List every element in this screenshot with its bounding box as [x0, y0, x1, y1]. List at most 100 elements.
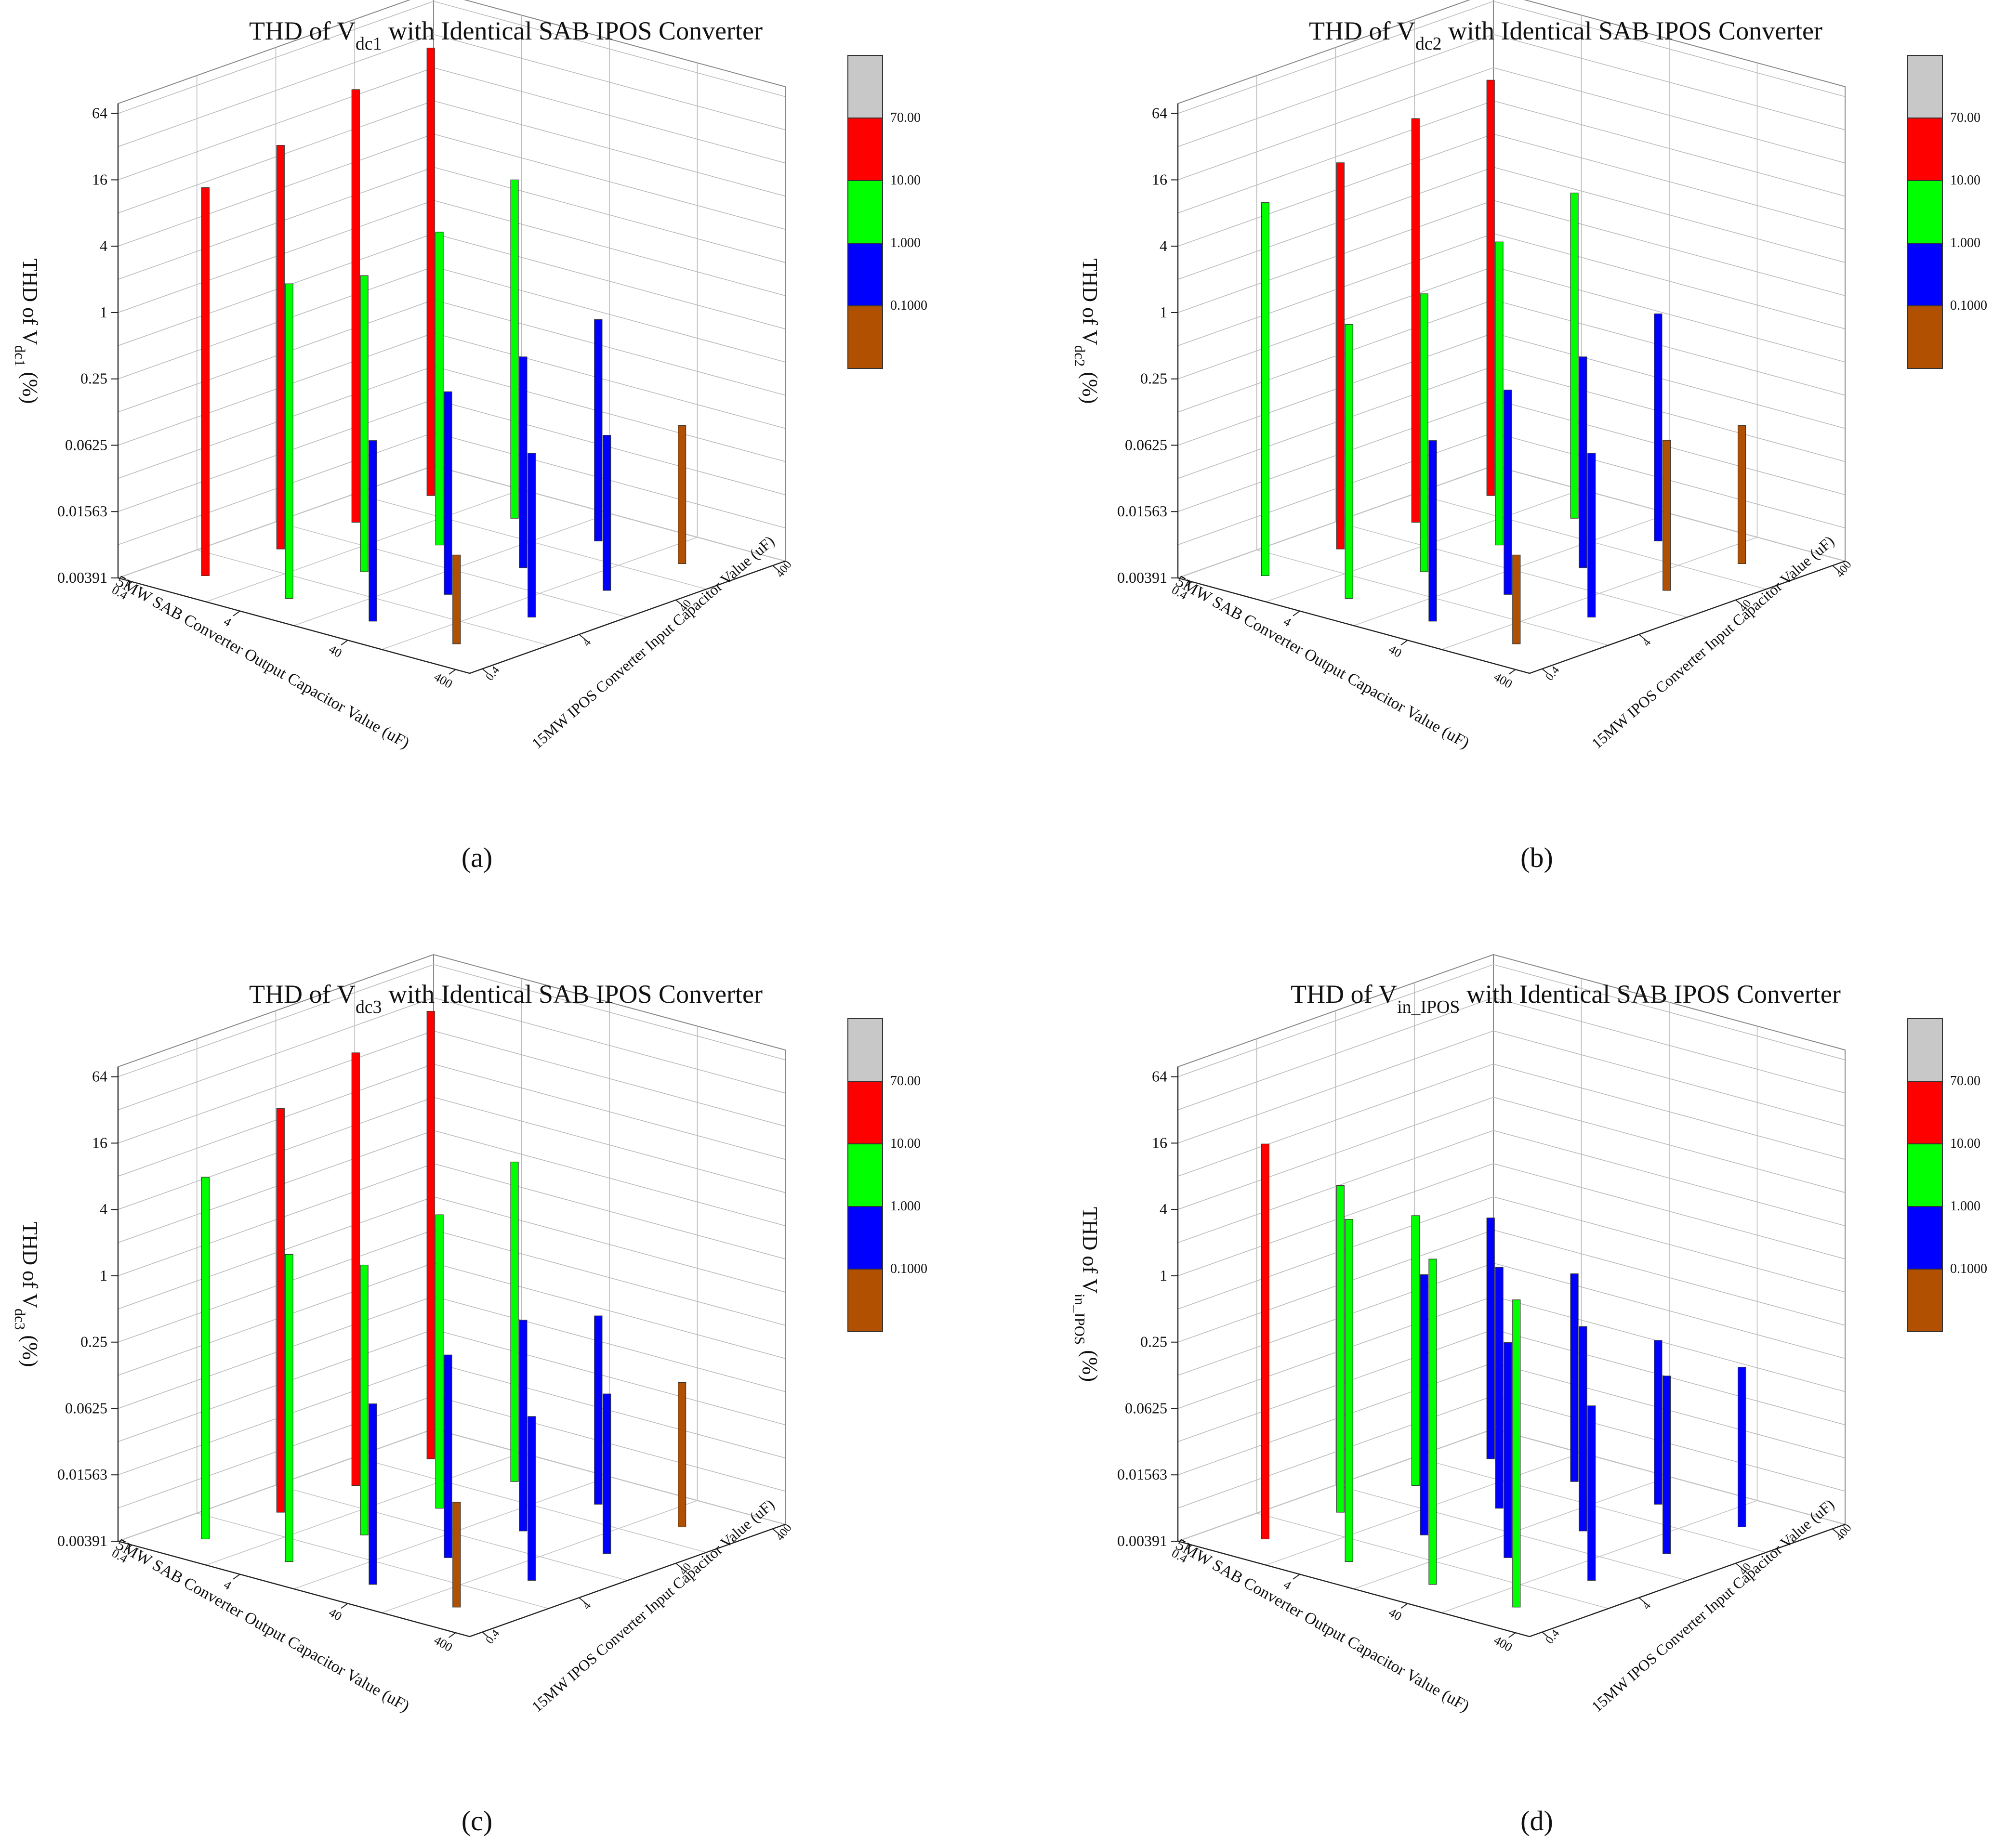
- y-tick-label: 4: [580, 636, 594, 648]
- bar: [426, 48, 435, 496]
- z-tick-label: 4: [1160, 1200, 1167, 1218]
- bar: [285, 283, 293, 599]
- bar: [351, 89, 360, 523]
- bar: [510, 1162, 519, 1482]
- bar: [528, 1416, 536, 1581]
- x-tick-label: 4: [1281, 614, 1293, 629]
- colorbar-band: [847, 1143, 883, 1207]
- colorbar-label: 0.1000: [890, 298, 927, 313]
- bar: [444, 1354, 452, 1558]
- z-tick-label: 4: [100, 237, 107, 254]
- bar: [369, 440, 377, 622]
- chart-panel-c: 64 16 4 1 0.25 0.0625 0.01563 0.00391 THD of Vdc…: [12, 954, 927, 1836]
- colorbar-band: [1907, 305, 1943, 369]
- colorbar-label: 10.00: [1950, 173, 1980, 188]
- colorbar-band: [1907, 1206, 1943, 1270]
- bar: [519, 1320, 528, 1532]
- bars: [1261, 1143, 1746, 1608]
- bar: [1486, 1218, 1495, 1459]
- bar: [678, 425, 686, 564]
- colorbar: 70.00 10.00 1.000 0.1000: [847, 1018, 927, 1332]
- bar: [1411, 118, 1420, 523]
- floor-edges: [1177, 1523, 1846, 1638]
- bar: [1411, 1215, 1420, 1486]
- colorbar-band: [847, 1269, 883, 1332]
- z-tick-label: 0.00391: [57, 569, 107, 586]
- z-tick-label: 16: [1152, 170, 1167, 188]
- bar: [201, 1177, 210, 1540]
- z-tick-label: 1: [1160, 303, 1167, 321]
- bar: [594, 319, 603, 541]
- colorbar-label: 1.000: [890, 1199, 921, 1214]
- bar: [285, 1254, 293, 1562]
- bar: [276, 145, 285, 550]
- bar: [1587, 1405, 1596, 1581]
- z-tick-label: 0.01563: [57, 1466, 107, 1483]
- colorbar-label: 10.00: [1950, 1136, 1980, 1151]
- bar: [1654, 313, 1663, 541]
- bar: [528, 453, 536, 617]
- panel-label: (d): [1520, 1805, 1553, 1836]
- bar: [452, 1502, 461, 1608]
- chart-title: THD of Vdc1 with Identical SAB IPOS Conv…: [249, 16, 763, 54]
- colorbar-band: [1907, 1269, 1943, 1332]
- bar: [444, 391, 452, 595]
- colorbar-label: 0.1000: [1950, 1261, 1987, 1276]
- bar: [1663, 1376, 1671, 1554]
- bar: [1663, 440, 1671, 591]
- colorbar-band: [847, 1018, 883, 1082]
- z-tick-label: 0.01563: [57, 502, 107, 520]
- colorbar-band: [1907, 243, 1943, 306]
- y-tick-label: 400: [1834, 1522, 1854, 1543]
- z-axis-label: THD of Vdc3 (%): [12, 1222, 42, 1367]
- z-tick-label: 4: [1160, 237, 1167, 254]
- bar: [603, 1393, 611, 1554]
- colorbar-label: 70.00: [1950, 110, 1980, 125]
- z-tick-label: 0.25: [80, 370, 107, 387]
- z-tick-label: 64: [1152, 105, 1167, 122]
- bar: [1261, 1143, 1269, 1540]
- z-tick-label: 0.00391: [57, 1532, 107, 1549]
- y-axis-label: 15MW IPOS Converter Input Capacitor Valu…: [528, 532, 778, 752]
- z-tick-label: 0.00391: [1117, 1532, 1167, 1549]
- z-tick-label: 0.0625: [65, 436, 107, 453]
- colorbar: 70.00 10.00 1.000 0.1000: [1907, 55, 1987, 369]
- z-tick-label: 0.0625: [1125, 1399, 1167, 1416]
- y-tick-label: 4: [1640, 636, 1653, 648]
- colorbar-label: 70.00: [890, 1074, 921, 1088]
- colorbar-label: 0.1000: [1950, 298, 1987, 313]
- bar: [1345, 1219, 1353, 1562]
- colorbar-label: 70.00: [1950, 1074, 1980, 1088]
- floor-edges: [118, 560, 786, 674]
- bar: [678, 1382, 686, 1528]
- y-axis-label: 15MW IPOS Converter Input Capacitor Valu…: [1588, 532, 1837, 752]
- colorbar-label: 0.1000: [890, 1261, 927, 1276]
- bar: [1654, 1340, 1663, 1505]
- x-tick-label: 4: [221, 614, 234, 629]
- colorbar-band: [847, 305, 883, 369]
- z-tick-label: 1: [100, 1267, 107, 1284]
- bar: [1428, 1258, 1437, 1585]
- z-tick-label: 0.0625: [1125, 436, 1167, 453]
- bar: [452, 554, 461, 644]
- floor-edges: [1177, 560, 1846, 674]
- z-tick-label: 4: [100, 1200, 107, 1218]
- panel-label: (a): [462, 842, 492, 873]
- x-tick-label: 4: [1281, 1577, 1293, 1593]
- colorbar-band: [1907, 55, 1943, 118]
- y-axis-label: 15MW IPOS Converter Input Capacitor Valu…: [528, 1495, 778, 1716]
- z-axis-label: THD of Vin_IPOS (%): [1071, 1207, 1102, 1382]
- colorbar: 70.00 10.00 1.000 0.1000: [1907, 1018, 1987, 1332]
- bar: [1587, 453, 1596, 617]
- bar: [1579, 356, 1587, 568]
- panel-label: (b): [1520, 842, 1553, 873]
- colorbar-band: [847, 180, 883, 244]
- chart-title: THD of Vdc2 with Identical SAB IPOS Conv…: [1309, 16, 1822, 54]
- z-tick-label: 0.25: [1140, 1333, 1167, 1350]
- y-tick-label: 4: [580, 1599, 594, 1612]
- chart-title: THD of Vdc3 with Identical SAB IPOS Conv…: [249, 980, 763, 1017]
- colorbar-band: [1907, 1081, 1943, 1144]
- colorbar-band: [1907, 1018, 1943, 1082]
- z-tick-label: 0.25: [80, 1333, 107, 1350]
- bar: [1570, 192, 1579, 519]
